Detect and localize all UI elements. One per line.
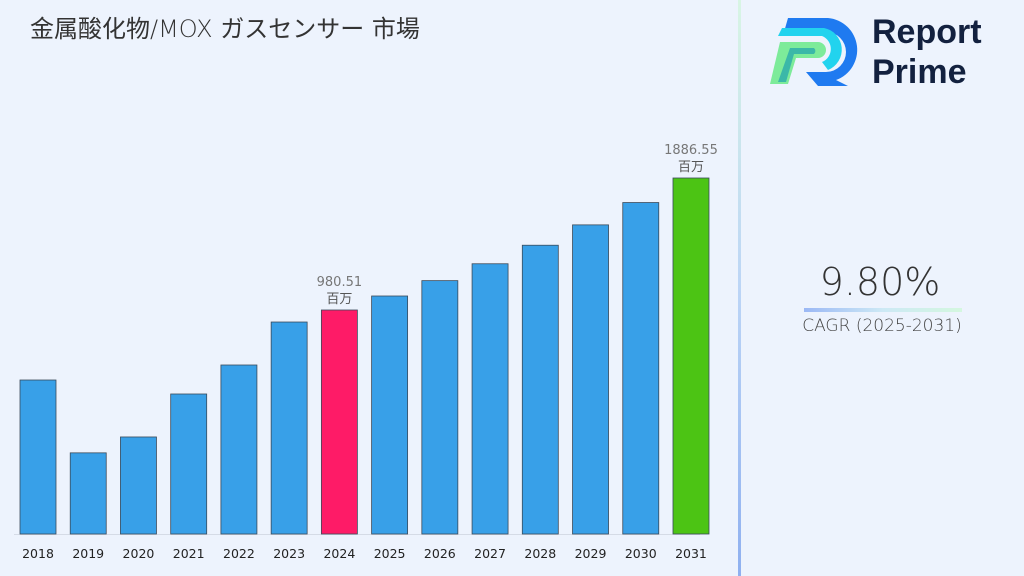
x-tick-label: 2030 [625,546,657,561]
x-tick-label: 2025 [374,546,406,561]
data-label-unit: 百万 [678,160,704,175]
bar-2019 [69,452,107,535]
divider [738,0,741,576]
x-tick-label: 2022 [223,546,255,561]
bar-2025 [371,295,409,535]
x-tick-label: 2028 [524,546,556,561]
bar-2018 [19,379,57,535]
x-tick-label: 2020 [123,546,155,561]
cagr-value: 9.80% [819,260,941,304]
bar-2030 [622,202,660,535]
x-tick-label: 2021 [173,546,205,561]
bar-2026 [421,280,459,535]
data-label-value: 1886.55 [664,143,718,158]
chart-title: 金属酸化物/MOX ガスセンサー 市場 [30,15,420,43]
bar-2031 [672,177,710,535]
x-tick-label: 2019 [72,546,104,561]
bar-2023 [270,321,308,535]
brand-line-1: Report [872,13,982,51]
x-tick-label: 2024 [323,546,355,561]
x-tick-label: 2026 [424,546,456,561]
bar-2021 [170,393,208,535]
data-label-unit: 百万 [326,292,352,307]
x-tick-label: 2029 [575,546,607,561]
bar-2027 [471,263,509,535]
brand-name: Report Prime [872,12,982,92]
x-tick-label: 2018 [22,546,54,561]
bar-2029 [572,224,609,535]
cagr-underline [804,308,962,312]
x-tick-label: 2027 [474,546,506,561]
brand-line-2: Prime [872,53,967,91]
bar-2022 [220,364,258,535]
bar-2020 [120,436,157,535]
x-tick-label: 2031 [675,546,707,561]
cagr-label: CAGR (2025-2031) [802,316,962,336]
bar-chart: 2018 2019 2020 2021 2022 2023 2024 980.51 百万 2025… [14,143,718,561]
x-tick-label: 2023 [273,546,305,561]
bar-2028 [521,244,559,535]
data-label-value: 980.51 [317,275,363,290]
bar-2024 [320,309,358,535]
report-prime-logo-icon [770,18,858,86]
